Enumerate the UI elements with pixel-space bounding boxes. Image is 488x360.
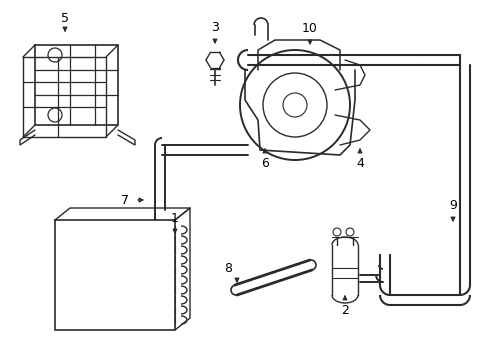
Text: 1: 1 <box>171 212 179 225</box>
Text: 9: 9 <box>448 198 456 212</box>
Text: 5: 5 <box>61 12 69 24</box>
Text: 4: 4 <box>355 157 363 170</box>
Text: 8: 8 <box>224 261 231 275</box>
Text: 6: 6 <box>261 157 268 170</box>
Text: 2: 2 <box>340 303 348 316</box>
Text: 3: 3 <box>211 21 219 33</box>
Text: 7: 7 <box>121 194 129 207</box>
Text: 10: 10 <box>302 22 317 35</box>
